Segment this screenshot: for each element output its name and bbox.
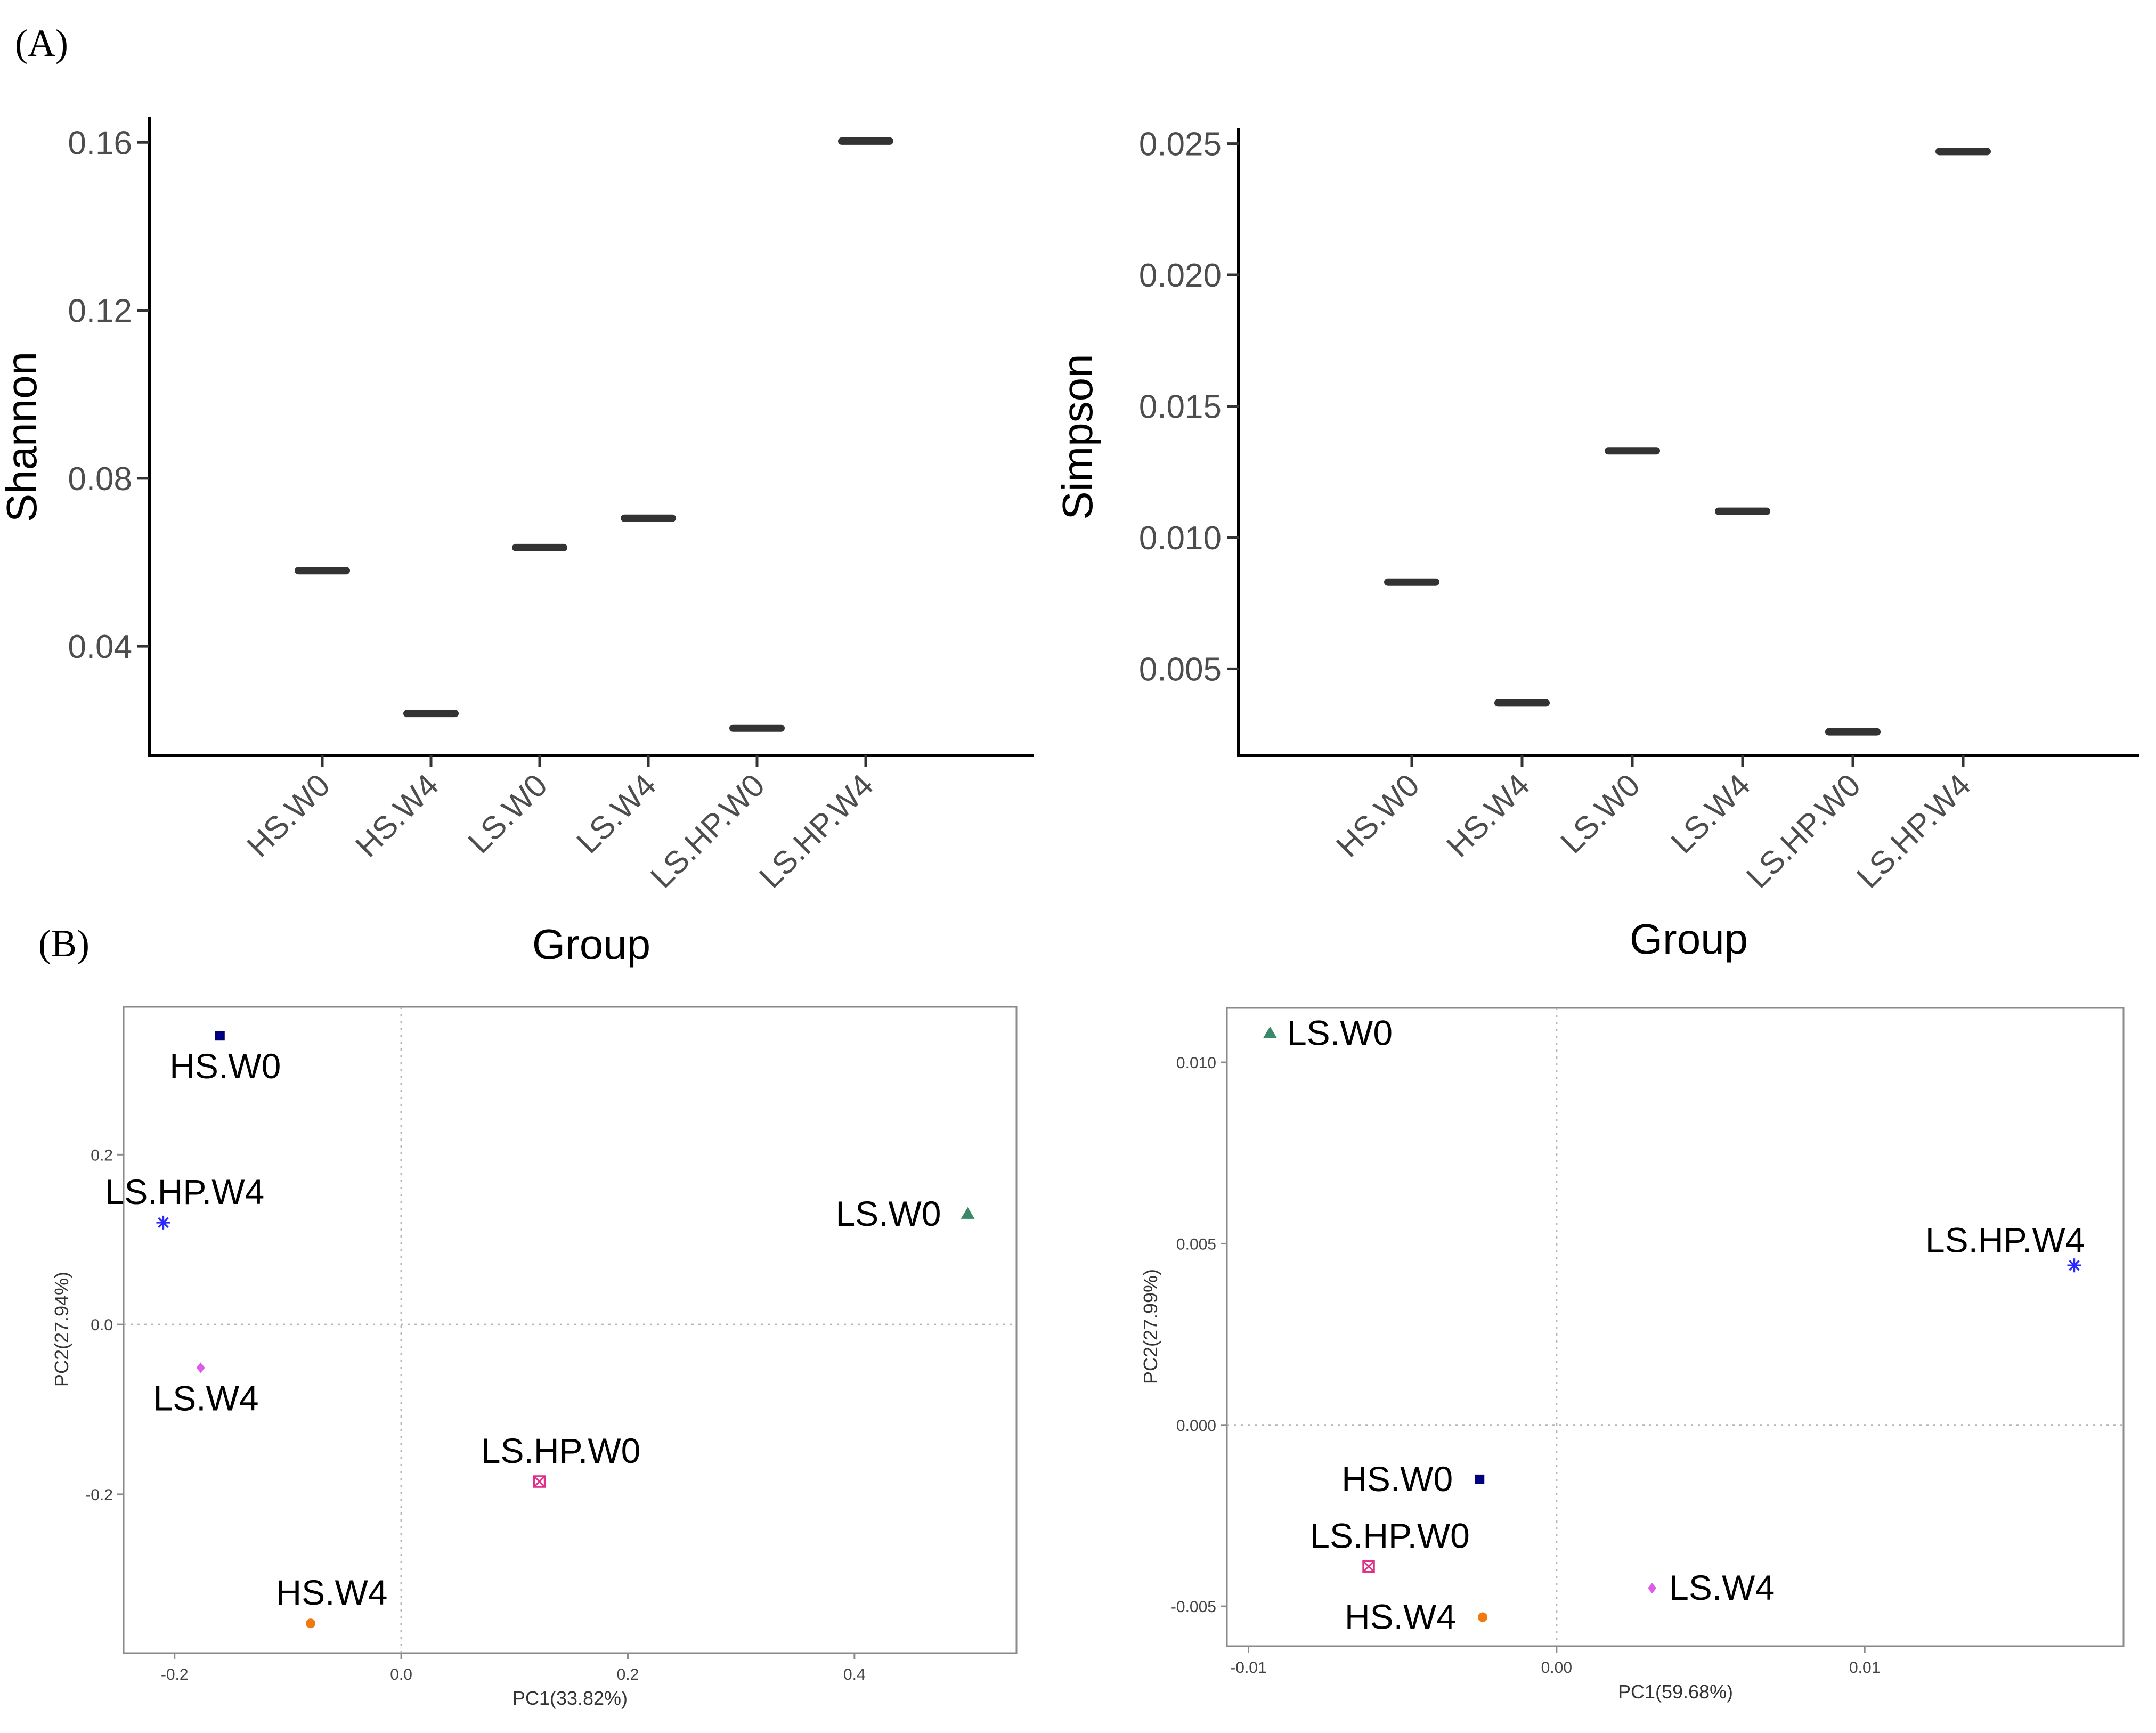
pca-left-point-label-ls-w4: LS.W4 — [153, 1378, 259, 1418]
pca-right-point-ls-hp-w0-box — [1362, 1560, 1375, 1573]
pca-right-point-ls-w4 — [1648, 1583, 1657, 1594]
shannon-x-tick-label-hs-w4: HS.W4 — [348, 767, 445, 864]
panel-label-b: (B) — [38, 922, 90, 965]
simpson-x-tick-label-hs-w0: HS.W0 — [1329, 767, 1426, 864]
pca-left-point-label-ls-hp-w4: LS.HP.W4 — [105, 1172, 265, 1211]
simpson-chart: 0.005 0.010 0.015 0.020 0.025 HS.W0 HS.W4 LS.W0… — [1054, 126, 2139, 963]
simpson-y-tick-label: 0.020 — [1139, 257, 1222, 294]
pca-left-y-tick-label: 0.0 — [91, 1316, 113, 1334]
pca-left-point-ls-hp-w0-box — [533, 1475, 546, 1488]
pca-left-point-ls-w0 — [961, 1207, 975, 1219]
pca-right-point-label-ls-hp-w4: LS.HP.W4 — [1925, 1220, 2085, 1259]
pca-right-x-axis-title: PC1(59.68%) — [1618, 1681, 1733, 1703]
pca-right-point-label-ls-hp-w0: LS.HP.W0 — [1310, 1516, 1470, 1555]
simpson-y-tick-label: 0.005 — [1139, 651, 1222, 688]
simpson-y-axis-title: Simpson — [1054, 354, 1101, 519]
pca-right-point-hs-w4 — [1478, 1612, 1488, 1622]
pca-left-y-axis-title: PC2(27.94%) — [51, 1272, 72, 1387]
simpson-x-tick-label-ls-hp-w4: LS.HP.W4 — [1850, 767, 1978, 895]
shannon-x-tick-label-ls-hp-w4: LS.HP.W4 — [752, 767, 880, 895]
pca-left-point-label-hs-w0: HS.W0 — [169, 1046, 281, 1086]
pca-right-x-tick-label: 0.00 — [1541, 1659, 1572, 1677]
pca-left-y-tick-label: -0.2 — [85, 1486, 113, 1504]
simpson-x-tick-label-hs-w4: HS.W4 — [1439, 767, 1536, 864]
pca-left-x-tick-label: 0.4 — [843, 1666, 866, 1683]
simpson-y-tick-label: 0.015 — [1139, 388, 1222, 425]
shannon-y-tick-label: 0.04 — [68, 629, 132, 665]
shannon-y-tick-label: 0.12 — [68, 293, 132, 330]
pca-right-y-tick-label: 0.005 — [1176, 1235, 1216, 1253]
pca-right-point-label-hs-w0: HS.W0 — [1341, 1459, 1453, 1499]
shannon-x-axis-title: Group — [532, 921, 650, 968]
pca-right-point-label-ls-w0: LS.W0 — [1287, 1013, 1393, 1053]
shannon-x-tick-label-ls-w4: LS.W4 — [569, 767, 663, 860]
pca-left-frame — [123, 1006, 1018, 1654]
pca-right-point-label-hs-w4: HS.W4 — [1345, 1597, 1456, 1637]
pca-right-point-ls-hp-w0 — [1362, 1560, 1375, 1573]
pca-left-point-label-hs-w4: HS.W4 — [276, 1573, 387, 1612]
simpson-x-axis-title: Group — [1630, 915, 1748, 963]
pca-left-point-ls-hp-w0-cross — [533, 1475, 546, 1488]
pca-left-point-hs-w0 — [215, 1031, 225, 1041]
pca-right-frame — [1226, 1007, 2125, 1647]
pca-right-chart: -0.01 0.00 0.01 -0.005 0.000 0.005 0.010 PC1(59… — [1140, 1007, 2125, 1703]
pca-left-chart: -0.2 0.0 0.2 0.4 -0.2 0.0 0.2 PC1(33.82%) PC2(27… — [51, 1006, 1018, 1709]
pca-right-point-hs-w0 — [1475, 1474, 1485, 1484]
shannon-x-tick-label-ls-w0: LS.W0 — [461, 767, 554, 860]
pca-right-point-ls-hp-w4 — [2067, 1258, 2081, 1273]
pca-right-point-ls-w0 — [1263, 1026, 1277, 1038]
pca-right-y-axis-title: PC2(27.99%) — [1140, 1269, 1161, 1384]
shannon-y-tick-label: 0.08 — [68, 461, 132, 498]
pca-left-point-hs-w4 — [305, 1618, 315, 1629]
pca-right-x-tick-label: -0.01 — [1230, 1659, 1266, 1677]
pca-right-y-tick-label: 0.010 — [1176, 1054, 1216, 1072]
simpson-x-tick-label-ls-hp-w0: LS.HP.W0 — [1739, 767, 1867, 895]
pca-left-point-ls-hp-w0 — [533, 1475, 546, 1488]
pca-left-point-label-ls-hp-w0: LS.HP.W0 — [481, 1431, 641, 1470]
pca-right-point-ls-hp-w0-cross — [1362, 1560, 1375, 1573]
pca-right-point-label-ls-w4: LS.W4 — [1669, 1568, 1775, 1607]
shannon-x-tick-label-hs-w0: HS.W0 — [240, 767, 337, 864]
shannon-y-tick-label: 0.16 — [68, 125, 132, 161]
pca-left-y-tick-label: 0.2 — [91, 1146, 113, 1164]
pca-left-x-tick-label: 0.0 — [390, 1666, 412, 1683]
shannon-x-tick-label-ls-hp-w0: LS.HP.W0 — [644, 767, 771, 895]
shannon-y-axis-title: Shannon — [0, 352, 45, 522]
simpson-y-tick-label: 0.010 — [1139, 520, 1222, 557]
pca-right-y-tick-label: -0.005 — [1171, 1598, 1216, 1616]
pca-left-point-ls-hp-w4 — [156, 1215, 170, 1230]
pca-right-x-tick-label: 0.01 — [1849, 1659, 1880, 1677]
simpson-y-tick-label: 0.025 — [1139, 126, 1222, 163]
simpson-x-tick-label-ls-w4: LS.W4 — [1664, 767, 1757, 860]
pca-left-x-tick-label: 0.2 — [617, 1666, 639, 1683]
pca-right-y-tick-label: 0.000 — [1176, 1417, 1216, 1435]
pca-left-point-ls-w4 — [196, 1362, 205, 1373]
pca-left-x-tick-label: -0.2 — [161, 1666, 189, 1683]
simpson-x-tick-label-ls-w0: LS.W0 — [1553, 767, 1647, 860]
pca-left-point-label-ls-w0: LS.W0 — [835, 1194, 941, 1233]
pca-left-x-axis-title: PC1(33.82%) — [512, 1687, 628, 1709]
panel-label-a: (A) — [15, 22, 68, 64]
